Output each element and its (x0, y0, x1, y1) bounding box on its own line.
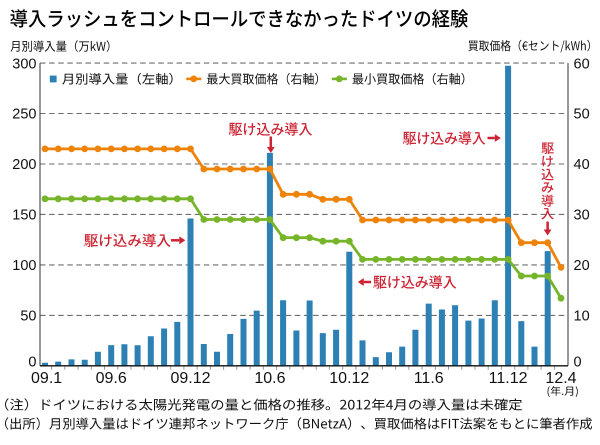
svg-text:150: 150 (12, 208, 36, 224)
svg-text:09.1: 09.1 (31, 370, 62, 387)
svg-text:11.12: 11.12 (489, 370, 528, 387)
svg-text:100: 100 (12, 258, 36, 274)
svg-text:300: 300 (12, 56, 36, 72)
svg-text:0: 0 (28, 355, 36, 371)
svg-text:11.6: 11.6 (414, 370, 444, 387)
svg-text:30: 30 (574, 208, 590, 224)
svg-text:50: 50 (574, 107, 590, 123)
svg-text:10.6: 10.6 (254, 370, 285, 387)
svg-text:09.6: 09.6 (96, 370, 127, 387)
svg-text:12.4: 12.4 (545, 370, 576, 387)
svg-text:10.12: 10.12 (329, 370, 369, 387)
svg-text:250: 250 (12, 107, 36, 123)
svg-text:200: 200 (12, 157, 36, 173)
svg-text:40: 40 (574, 157, 590, 173)
svg-text:20: 20 (574, 258, 590, 274)
svg-text:60: 60 (574, 56, 590, 72)
svg-text:09.12: 09.12 (170, 370, 210, 387)
svg-text:10: 10 (574, 309, 590, 325)
svg-text:50: 50 (20, 309, 36, 325)
svg-text:0: 0 (574, 355, 582, 371)
